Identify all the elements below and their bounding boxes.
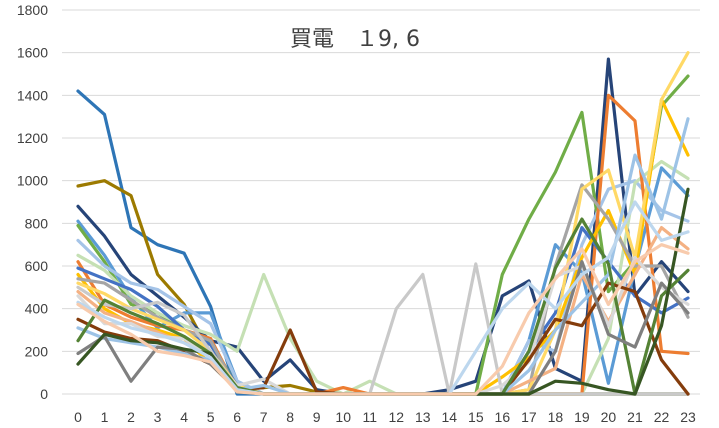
y-tick-label: 200 <box>25 343 49 359</box>
series-line-22 <box>76 243 690 396</box>
y-axis-tick-labels: 0 200 400 600 800 1000 1200 1400 1600 1800 <box>17 2 48 402</box>
y-tick-label: 800 <box>25 215 49 231</box>
y-tick-label: 1600 <box>17 45 48 61</box>
y-tick-label: 1000 <box>17 173 48 189</box>
x-tick-label: 22 <box>654 409 670 425</box>
x-tick-label: 21 <box>627 409 643 425</box>
x-tick-label: 6 <box>233 409 241 425</box>
series-lines <box>76 51 690 396</box>
x-tick-label: 13 <box>415 409 431 425</box>
x-tick-label: 3 <box>154 409 162 425</box>
x-tick-label: 15 <box>468 409 484 425</box>
x-tick-label: 18 <box>548 409 564 425</box>
x-tick-label: 8 <box>286 409 294 425</box>
x-tick-label: 14 <box>442 409 458 425</box>
y-tick-label: 0 <box>40 386 48 402</box>
x-tick-label: 20 <box>601 409 617 425</box>
x-tick-label: 17 <box>521 409 537 425</box>
x-tick-label: 4 <box>180 409 188 425</box>
x-tick-label: 11 <box>362 409 377 425</box>
y-tick-label: 600 <box>25 258 49 274</box>
y-tick-label: 400 <box>25 301 49 317</box>
x-tick-label: 2 <box>127 409 135 425</box>
x-tick-label: 1 <box>101 409 109 425</box>
x-tick-label: 7 <box>260 409 268 425</box>
series-line-14 <box>76 226 690 396</box>
chart-title: 買電 １9, 6 <box>290 27 420 52</box>
y-tick-label: 1800 <box>17 2 48 18</box>
series-line-13 <box>76 262 690 396</box>
y-tick-label: 1400 <box>17 87 48 103</box>
x-tick-label: 0 <box>74 409 82 425</box>
x-tick-label: 19 <box>574 409 590 425</box>
x-tick-label: 23 <box>680 409 696 425</box>
x-tick-label: 16 <box>495 409 511 425</box>
y-tick-label: 1200 <box>17 130 48 146</box>
x-tick-label: 5 <box>207 409 215 425</box>
x-tick-label: 12 <box>388 409 404 425</box>
x-tick-label: 10 <box>335 409 351 425</box>
x-axis-tick-labels: 0 1 2 3 4 5 6 7 8 9 10 11 12 13 14 15 16 17 18 19 20 21 22 23 <box>74 409 696 425</box>
x-tick-label: 9 <box>313 409 321 425</box>
series-line-9 <box>76 226 690 396</box>
